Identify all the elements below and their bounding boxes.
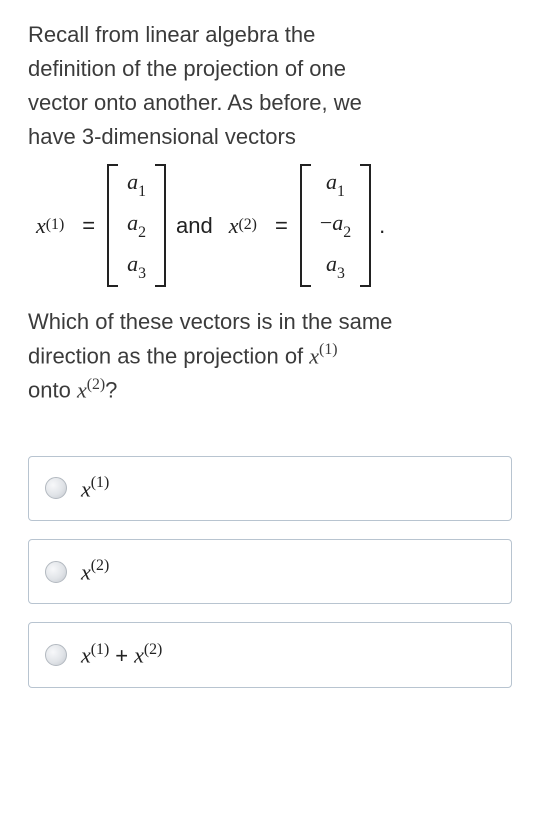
x-var-2: x [229, 213, 239, 239]
q-x2-sup: (2) [87, 376, 105, 393]
matrix-1: a1 a2 a3 [107, 164, 166, 286]
radio-icon[interactable] [45, 644, 67, 666]
and-text: and [168, 213, 221, 239]
q-x1: x [309, 343, 319, 368]
option-a-label: x(1) [81, 475, 109, 502]
q-x2: x [77, 378, 87, 403]
q-qmark: ? [105, 378, 117, 403]
trailing-dot: . [373, 213, 385, 239]
q-line1: Which of these vectors is in the same [28, 309, 392, 334]
m2-r2: −a2 [320, 211, 351, 240]
question-paragraph: Which of these vectors is in the same di… [28, 305, 512, 408]
q-line2a: direction as the projection of [28, 343, 309, 368]
x1-sup: (1) [46, 216, 64, 234]
option-a[interactable]: x(1) [28, 456, 512, 521]
bracket-left-1 [107, 164, 119, 286]
intro-line4-prefix: have [28, 124, 82, 149]
option-c[interactable]: x(1)+x(2) [28, 622, 512, 687]
intro-line2: definition of the projection of one [28, 56, 346, 81]
m1-r1: a1 [127, 170, 146, 199]
m2-r3: a3 [320, 252, 351, 281]
matrix-2: a1 −a2 a3 [300, 164, 371, 286]
option-c-label: x(1)+x(2) [81, 641, 162, 668]
bracket-right-1 [154, 164, 166, 286]
x1-symbol: x(1) [28, 213, 72, 239]
m1-r2: a2 [127, 211, 146, 240]
x-var: x [36, 213, 46, 239]
radio-icon[interactable] [45, 561, 67, 583]
intro-line3: vector onto another. As before, we [28, 90, 362, 115]
intro-dimension: 3 [82, 124, 94, 149]
option-b-label: x(2) [81, 558, 109, 585]
equals-1: = [72, 213, 105, 239]
q-line3a: onto [28, 378, 77, 403]
equation-row: x(1) = a1 a2 a3 and x(2) = a1 −a2 a3 . [28, 164, 512, 286]
x2-sup: (2) [239, 216, 257, 234]
intro-line4-suffix: -dimensional vectors [94, 124, 296, 149]
bracket-right-2 [359, 164, 371, 286]
matrix-2-col: a1 −a2 a3 [312, 164, 359, 286]
intro-line1: Recall from linear algebra the [28, 22, 315, 47]
q-x1-sup: (1) [319, 341, 337, 358]
radio-icon[interactable] [45, 477, 67, 499]
option-b[interactable]: x(2) [28, 539, 512, 604]
matrix-1-col: a1 a2 a3 [119, 164, 154, 286]
m2-r1: a1 [320, 170, 351, 199]
equals-2: = [265, 213, 298, 239]
m1-r3: a3 [127, 252, 146, 281]
bracket-left-2 [300, 164, 312, 286]
intro-paragraph: Recall from linear algebra the definitio… [28, 18, 512, 154]
x2-symbol: x(2) [221, 213, 265, 239]
